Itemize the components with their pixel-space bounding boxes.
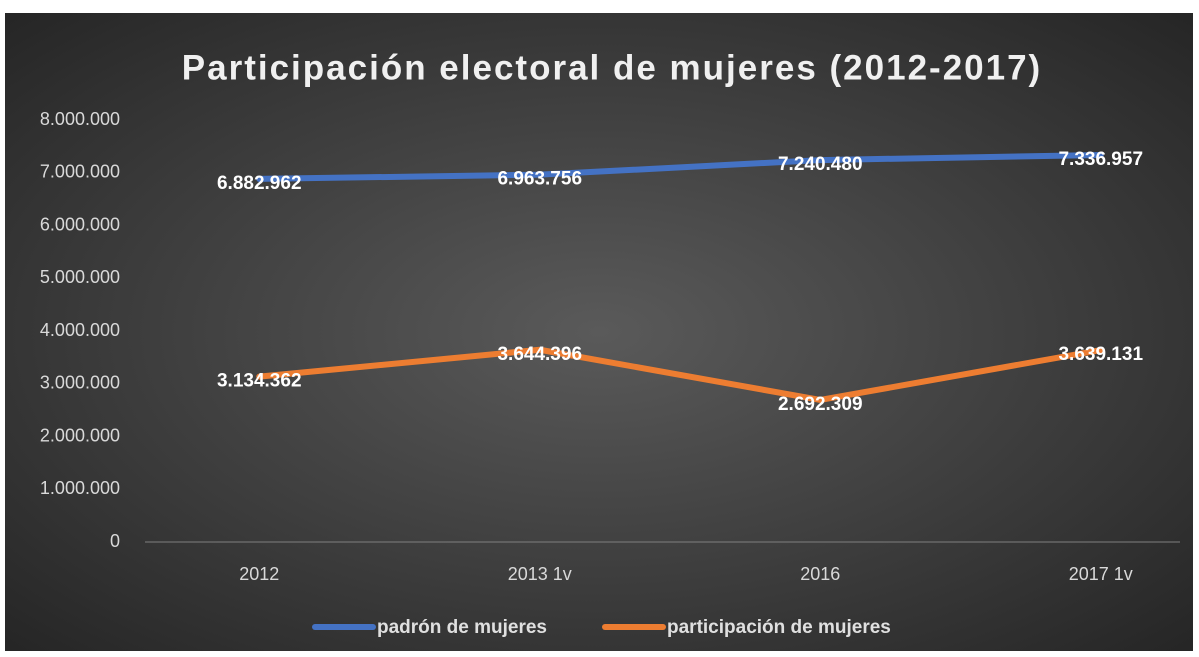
y-tick-label: 0 [110,531,120,551]
data-label: 6.963.756 [497,169,582,190]
legend-label: padrón de mujeres [377,617,547,638]
y-tick-label: 8.000.000 [40,109,120,129]
x-tick-label: 2016 [800,564,840,584]
data-label: 2.692.309 [778,394,863,415]
x-tick-label: 2012 [239,564,279,584]
y-tick-label: 5.000.000 [40,267,120,287]
data-label: 6.882.962 [217,173,302,194]
y-tick-label: 3.000.000 [40,373,120,393]
data-label: 3.639.131 [1058,344,1143,365]
y-tick-label: 2.000.000 [40,425,120,445]
data-label: 7.240.480 [778,154,863,175]
series-line [256,151,1104,182]
data-label: 3.644.396 [497,344,582,365]
data-label: 3.134.362 [217,371,302,392]
y-tick-label: 7.000.000 [40,162,120,182]
x-tick-label: 2013 1v [508,564,572,584]
chart-background [5,13,1193,651]
x-tick-label: 2017 1v [1069,564,1133,584]
series-line [256,346,1104,403]
y-tick-label: 6.000.000 [40,214,120,234]
y-tick-label: 4.000.000 [40,320,120,340]
y-tick-label: 1.000.000 [40,478,120,498]
legend-label: participación de mujeres [667,617,891,638]
data-label: 7.336.957 [1058,149,1143,170]
chart-title: Participación electoral de mujeres (2012… [182,48,1042,87]
